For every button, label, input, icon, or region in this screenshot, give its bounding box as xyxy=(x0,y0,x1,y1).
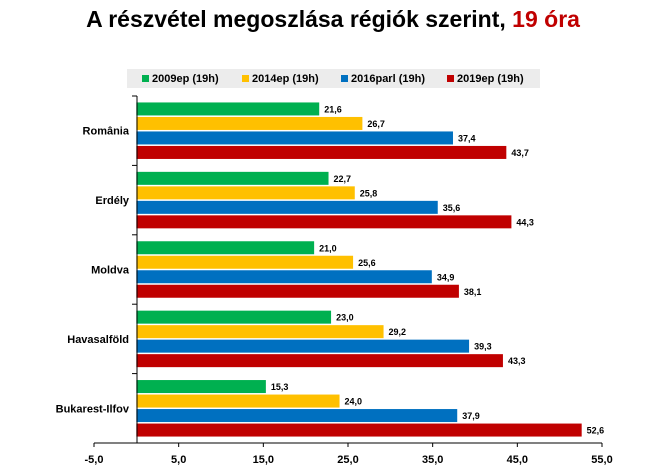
legend-label-2016parl: 2016parl (19h) xyxy=(351,72,425,85)
x-tick-label: -5,0 xyxy=(85,454,104,466)
data-label-bukarest-ilfov-2016parl-19h: 37,9 xyxy=(462,411,480,421)
data-label-romania-2009ep-19h: 21,6 xyxy=(324,104,342,114)
bar-romania-2014ep-19h xyxy=(136,116,363,130)
bar-bukarest-ilfov-2019ep-19h xyxy=(136,423,582,437)
bar-erdely-2019ep-19h xyxy=(136,215,512,229)
category-label-romania: România xyxy=(83,126,130,138)
data-label-moldva-2009ep-19h: 21,0 xyxy=(319,243,337,253)
legend-item-2016parl: 2016parl (19h) xyxy=(341,69,425,88)
x-tick-label: 5,0 xyxy=(171,454,186,466)
bar-bukarest-ilfov-2009ep-19h xyxy=(136,380,266,394)
data-label-moldva-2016parl-19h: 34,9 xyxy=(437,272,455,282)
category-label-bukarest-ilfov: Bukarest-Ilfov xyxy=(56,403,130,415)
bar-moldva-2014ep-19h xyxy=(136,255,354,269)
legend-swatch-2019ep xyxy=(447,75,454,82)
bar-erdely-2014ep-19h xyxy=(136,186,355,200)
category-label-erdely: Erdély xyxy=(95,195,130,207)
bar-romania-2016parl-19h xyxy=(136,131,453,145)
bar-romania-2019ep-19h xyxy=(136,145,507,159)
x-tick-label: 45,0 xyxy=(507,454,528,466)
chart-title-main: A részvétel megoszlása régiók szerint, xyxy=(86,6,513,32)
chart-title: A részvétel megoszlása régiók szerint, 1… xyxy=(0,6,666,33)
data-label-havasalfold-2019ep-19h: 43,3 xyxy=(508,356,526,366)
bar-erdely-2009ep-19h xyxy=(136,171,329,185)
data-label-bukarest-ilfov-2009ep-19h: 15,3 xyxy=(271,382,289,392)
bar-havasalfold-2016parl-19h xyxy=(136,339,470,353)
bar-moldva-2019ep-19h xyxy=(136,284,459,298)
data-label-erdely-2009ep-19h: 22,7 xyxy=(334,174,352,184)
data-label-havasalfold-2014ep-19h: 29,2 xyxy=(389,327,407,337)
x-tick-label: 15,0 xyxy=(253,454,274,466)
x-tick-label: 35,0 xyxy=(422,454,443,466)
legend-label-2014ep: 2014ep (19h) xyxy=(252,72,319,85)
bar-havasalfold-2009ep-19h xyxy=(136,310,332,324)
legend-swatch-2009ep xyxy=(142,75,149,82)
bar-bukarest-ilfov-2016parl-19h xyxy=(136,409,458,423)
data-label-bukarest-ilfov-2014ep-19h: 24,0 xyxy=(345,397,363,407)
bar-moldva-2016parl-19h xyxy=(136,270,432,284)
data-label-romania-2016parl-19h: 37,4 xyxy=(458,133,476,143)
data-label-erdely-2016parl-19h: 35,6 xyxy=(443,203,461,213)
legend-label-2009ep: 2009ep (19h) xyxy=(152,72,219,85)
legend-swatch-2016parl xyxy=(341,75,348,82)
data-label-moldva-2014ep-19h: 25,6 xyxy=(358,258,376,268)
legend-swatch-2014ep xyxy=(242,75,249,82)
x-tick-label: 25,0 xyxy=(337,454,358,466)
legend-item-2009ep: 2009ep (19h) xyxy=(142,69,219,88)
data-label-erdely-2014ep-19h: 25,8 xyxy=(360,188,378,198)
bar-erdely-2016parl-19h xyxy=(136,200,438,214)
chart-legend: 2009ep (19h) 2014ep (19h) 2016parl (19h)… xyxy=(127,69,540,88)
bar-moldva-2009ep-19h xyxy=(136,241,315,255)
data-label-romania-2019ep-19h: 43,7 xyxy=(511,148,529,158)
bar-havasalfold-2014ep-19h xyxy=(136,325,384,339)
data-label-erdely-2019ep-19h: 44,3 xyxy=(516,217,534,227)
data-label-bukarest-ilfov-2019ep-19h: 52,6 xyxy=(587,426,605,436)
bar-bukarest-ilfov-2014ep-19h xyxy=(136,394,340,408)
bar-romania-2009ep-19h xyxy=(136,102,320,116)
category-label-havasalfold: Havasalföld xyxy=(67,334,129,346)
legend-item-2014ep: 2014ep (19h) xyxy=(242,69,319,88)
chart-title-highlight: 19 óra xyxy=(512,6,580,32)
legend-label-2019ep: 2019ep (19h) xyxy=(457,72,524,85)
x-tick-label: 55,0 xyxy=(591,454,612,466)
data-label-moldva-2019ep-19h: 38,1 xyxy=(464,287,482,297)
category-label-moldva: Moldva xyxy=(91,265,130,277)
data-label-romania-2014ep-19h: 26,7 xyxy=(367,119,385,129)
data-label-havasalfold-2016parl-19h: 39,3 xyxy=(474,342,492,352)
legend-item-2019ep: 2019ep (19h) xyxy=(447,69,524,88)
bar-havasalfold-2019ep-19h xyxy=(136,354,503,368)
data-label-havasalfold-2009ep-19h: 23,0 xyxy=(336,313,354,323)
